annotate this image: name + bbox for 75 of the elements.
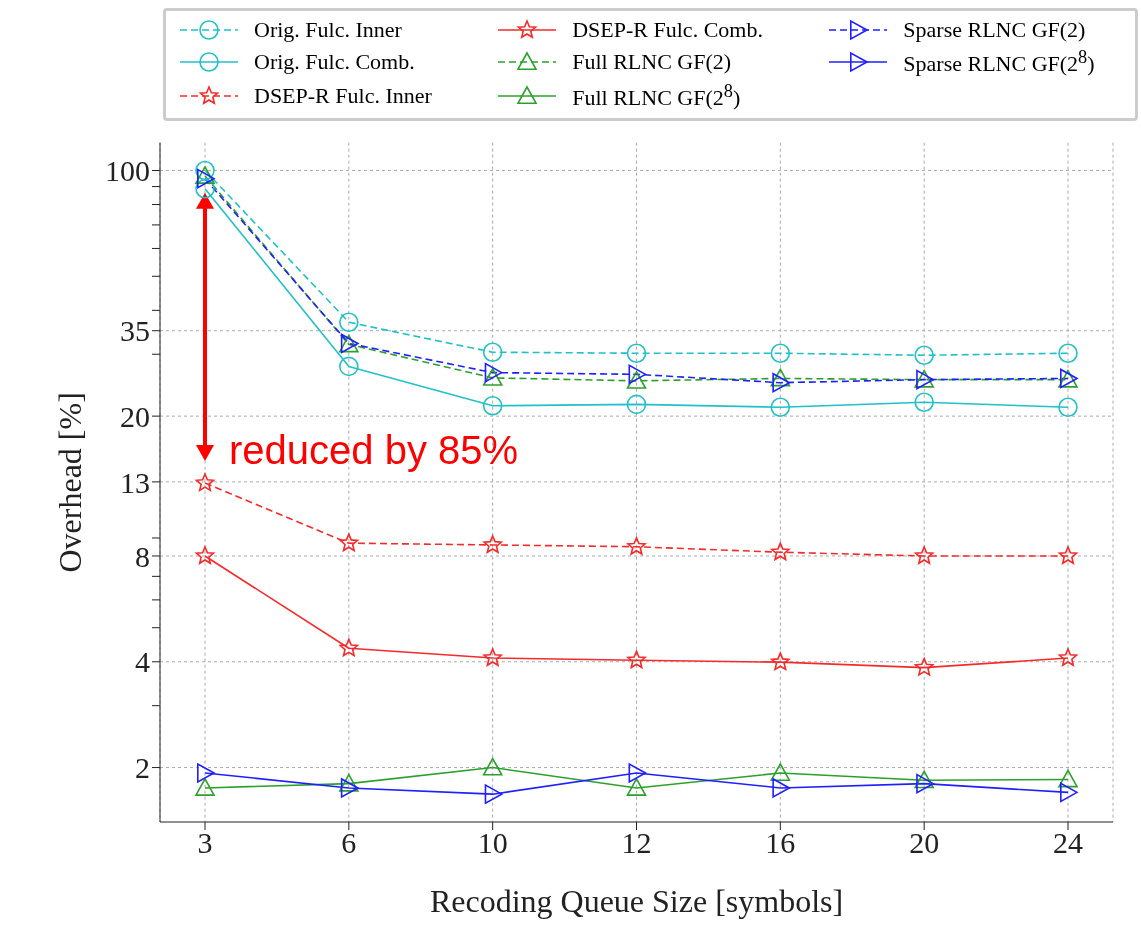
y-tick-label: 8 [135,539,150,573]
point [195,166,215,184]
point [770,763,791,781]
point [339,638,359,657]
point [627,536,646,555]
point [1058,343,1078,364]
legend-label: Sparse RLNC GF(2$^{8}$) [903,47,1095,78]
point [916,773,934,794]
legend-label: DSEP-R Fulc. Comb. [572,17,763,43]
x-tick-label: 10 [477,826,508,860]
point [626,394,647,415]
point [770,397,791,418]
point [195,546,215,565]
point [770,343,791,364]
legend-label: Full RLNC GF(2) [572,49,732,76]
x-tick-label: 24 [1053,826,1083,860]
point [1058,397,1078,418]
point [339,356,359,377]
point [483,535,503,554]
point [770,368,791,387]
y-tick-label: 100 [105,154,150,188]
point [1058,769,1078,788]
y-tick-label: 35 [120,314,150,348]
y-tick-label: 20 [120,399,150,433]
point [197,763,215,783]
y-tick-label: 4 [135,645,150,679]
legend-label: Full RLNC GF(2$^{8}$) [572,81,741,112]
legend-label: Sparse RLNC GF(2) [903,17,1086,43]
point [340,778,359,798]
point [339,312,359,333]
point [770,542,790,561]
legend-label: DSEP-R Fulc. Inner [254,83,432,110]
point [914,657,934,676]
point [772,372,791,393]
point [1058,546,1078,565]
point [626,343,647,364]
point [482,757,503,776]
x-tick-label: 12 [621,826,652,860]
x-tick-label: 6 [341,826,357,860]
point [339,773,359,792]
legend-label: Orig. Fulc. Inner [254,17,402,43]
point [626,371,647,389]
point [195,160,215,181]
legend-label: Orig. Fulc. Comb. [254,49,415,76]
point [772,778,791,798]
x-tick-label: 3 [197,826,213,860]
annotation: reduced by 85% [229,427,519,472]
point [770,652,790,671]
point [482,396,503,416]
point [482,368,503,386]
point [195,473,215,492]
point [914,345,934,366]
point [484,784,503,804]
point [628,364,647,385]
point [483,648,503,667]
point [914,392,934,413]
x-tick-label: 16 [765,826,796,860]
point [484,362,503,383]
point [482,342,503,363]
point [914,770,934,789]
point [195,778,215,796]
point [628,763,647,783]
x-tick-label: 20 [909,826,940,860]
x-axis-title: Recoding Queue Size [symbols] [429,883,844,919]
point [339,533,359,552]
point [914,546,934,565]
point [1060,782,1078,803]
point [627,650,646,669]
point [197,168,215,189]
y-tick-label: 13 [120,465,150,499]
y-tick-label: 2 [135,751,150,785]
point [626,778,647,796]
y-axis-title: Overhead [%] [52,392,89,573]
point [195,178,215,199]
point [1058,648,1078,667]
